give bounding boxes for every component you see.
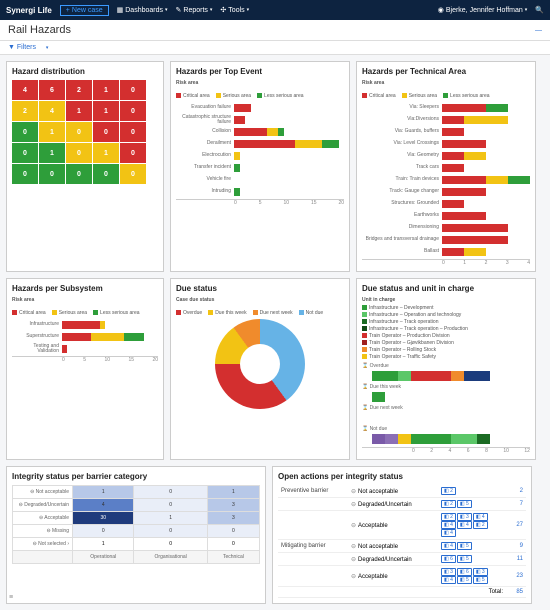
chevron-down-icon: ▾ [210,7,213,13]
hbar-chart[interactable]: InfrastructureSuperstructureTesting and … [12,319,158,354]
chevron-down-icon: ▾ [46,45,49,51]
x-axis: 05101520 [12,356,158,363]
chevron-down-icon: ▾ [247,7,250,13]
nav-reports[interactable]: ✎ Reports ▾ [176,6,213,14]
hbar-chart[interactable]: Evacuation failureCatastrophic structure… [176,102,344,197]
brand: Synergi Life [6,6,52,15]
tools-icon: ✣ [220,6,226,14]
menu-icon[interactable]: ≡ [9,594,13,601]
filter-icon: ▼ [8,44,15,51]
panel-title: Hazard distribution [12,67,158,76]
panel-open-actions: Open actions per integrity status Preven… [272,466,532,604]
chevron-down-icon: ▾ [165,7,168,13]
search-icon: 🔍 [535,6,544,14]
panel-title: Open actions per integrity status [278,472,526,481]
risk-matrix[interactable]: 4621024110010000101000000 [12,80,158,184]
legend-due: Case due statusOverdueDue this weekDue n… [176,297,344,316]
nav-label: Dashboards [125,7,163,14]
filters-label: Filters [17,44,36,51]
open-actions-table[interactable]: Preventive barrier⊖Not acceptable◧ 22⊖De… [278,485,526,598]
search-button[interactable]: 🔍 [535,6,544,14]
user-menu[interactable]: ◉ Bjerke, Jennifer Hoffman ▾ [438,6,528,14]
panel-title: Hazards per Technical Area [362,67,530,76]
top-nav: Synergi Life + New case ▦ Dashboards ▾ ✎… [0,0,550,20]
new-case-label: New case [72,7,103,14]
legend-risk: Risk areaCritical areaSerious areaLess s… [12,297,158,316]
page-title: Rail Hazards [8,24,71,36]
reports-icon: ✎ [176,6,182,14]
dashboards-icon: ▦ [117,6,124,14]
collapse-button[interactable]: — [535,27,542,34]
user-icon: ◉ [438,6,444,14]
nav-label: Tools [228,7,244,14]
dashboard-grid: Hazard distribution 46210241100100001010… [0,55,550,610]
panel-title: Hazards per Top Event [176,67,344,76]
panel-hazard-distribution: Hazard distribution 46210241100100001010… [6,61,164,272]
panel-title: Hazards per Subsystem [12,284,158,293]
stacked-bars[interactable]: ⌛ Overdue⌛ Due this week⌛ Due next week⌛… [362,363,530,444]
legend-unit: Unit in chargeInfrastructure – Developme… [362,297,530,360]
panel-due-status: Due status Case due statusOverdueDue thi… [170,278,350,460]
filters-bar[interactable]: ▼ Filters ▾ [0,41,550,55]
x-axis: 01234 [362,259,530,266]
x-axis: 024681012 [362,447,530,454]
legend-risk: Risk areaCritical areaSerious areaLess s… [362,80,530,99]
hbar-chart[interactable]: Via: SleepersVia:DiversionsVia: Guards, … [362,102,530,257]
panel-title: Due status [176,284,344,293]
panel-title: Due status and unit in charge [362,284,530,293]
panel-tech-area: Hazards per Technical Area Risk areaCrit… [356,61,536,272]
nav-tools[interactable]: ✣ Tools ▾ [220,6,249,14]
panel-top-event: Hazards per Top Event Risk areaCritical … [170,61,350,272]
plus-icon: + [66,7,70,14]
panel-title: Integrity status per barrier category [12,472,260,481]
x-axis: 05101520 [176,199,344,206]
new-case-button[interactable]: + New case [60,5,109,16]
panel-integrity: Integrity status per barrier category ⊖ … [6,466,266,604]
page-header: Rail Hazards — [0,20,550,41]
legend-risk: Risk areaCritical areaSerious areaLess s… [176,80,344,99]
panel-subsystem: Hazards per Subsystem Risk areaCritical … [6,278,164,460]
panel-due-unit: Due status and unit in charge Unit in ch… [356,278,536,460]
user-name: Bjerke, Jennifer Hoffman [446,7,523,14]
donut-chart[interactable] [215,319,305,409]
nav-dashboards[interactable]: ▦ Dashboards ▾ [117,6,168,14]
heatmap-table[interactable]: ⊖ Not acceptable101⊖ Degraded/Uncertain4… [12,485,260,564]
nav-label: Reports [183,7,208,14]
chevron-down-icon: ▾ [525,7,528,13]
